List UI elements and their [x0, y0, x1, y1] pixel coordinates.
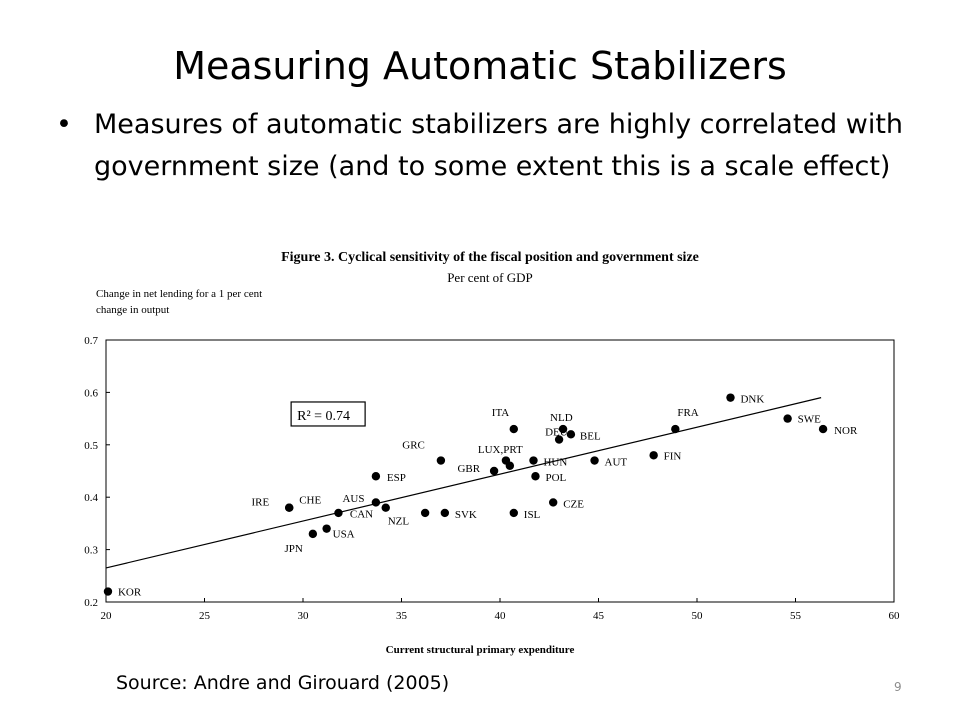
- point-label: ISL: [524, 509, 541, 521]
- data-point: [381, 503, 390, 512]
- point-label: POL: [545, 472, 566, 484]
- point-label: AUS: [342, 493, 364, 505]
- point-label: LUX,PRT: [478, 444, 523, 456]
- data-point: [566, 430, 576, 439]
- data-point: [436, 456, 446, 465]
- r-squared-annotation: R² = 0.74: [297, 409, 350, 424]
- x-tick-label: 50: [692, 610, 704, 622]
- point-label: GRC: [402, 440, 425, 452]
- plot-frame: [105, 339, 895, 603]
- data-point: [554, 435, 564, 444]
- source-note: Source: Andre and Girouard (2005): [116, 672, 450, 694]
- y-tick-label: 0.4: [84, 492, 98, 504]
- x-tick-label: 60: [889, 610, 901, 622]
- point-label: SWE: [798, 414, 822, 426]
- point-label: AUT: [605, 457, 628, 469]
- x-tick-label: 25: [199, 610, 211, 622]
- point-label: SVK: [455, 509, 477, 521]
- page-number: 9: [894, 680, 902, 694]
- data-point: [671, 424, 680, 434]
- point-label: GBR: [457, 463, 480, 475]
- x-axis-label: Current structural primary expenditure: [385, 644, 575, 656]
- data-point: [371, 472, 381, 481]
- point-label: DNK: [740, 394, 764, 406]
- point-label: FRA: [677, 407, 698, 419]
- data-point: [590, 456, 599, 465]
- data-point: [103, 587, 113, 596]
- y-tick-label: 0.6: [84, 387, 98, 399]
- data-point: [285, 503, 294, 512]
- point-label: NOR: [834, 425, 858, 437]
- x-tick-label: 40: [495, 610, 507, 622]
- data-point: [509, 508, 518, 518]
- x-tick-label: 30: [298, 610, 310, 622]
- chart-title: Figure 3. Cyclical sensitivity of the fi…: [281, 250, 699, 265]
- chart-subtitle: Per cent of GDP: [447, 270, 533, 285]
- point-label: NZL: [388, 516, 410, 528]
- data-point: [440, 508, 450, 518]
- scatter-plot: 20 25 30 35 40 45 50 55 60 0.2 0.3 0.4 0.5 0.6 0.7 R² =…: [84, 335, 901, 622]
- data-point: [501, 456, 511, 465]
- data-point: [558, 424, 568, 434]
- data-point: [334, 508, 343, 518]
- data-point: [322, 524, 331, 533]
- point-label: ITA: [492, 407, 510, 419]
- y-tick-label: 0.5: [84, 440, 98, 452]
- point-label: BEL: [580, 430, 601, 442]
- r-squared-box: [290, 401, 366, 427]
- y-tick-label: 0.3: [84, 545, 98, 557]
- y-tick-label: 0.2: [84, 597, 98, 609]
- point-label: IRE: [251, 497, 269, 509]
- y-tick-label: 0.7: [84, 335, 98, 347]
- point-label: FIN: [664, 450, 682, 462]
- x-tick-label: 20: [101, 610, 113, 622]
- point-label: NLD: [550, 412, 573, 424]
- data-point: [308, 529, 318, 539]
- data-point: [818, 424, 828, 434]
- data-point: [529, 456, 538, 465]
- data-point: [548, 498, 558, 507]
- point-label: CZE: [563, 498, 584, 510]
- x-tick-label: 55: [790, 610, 802, 622]
- point-label: HUN: [543, 457, 567, 469]
- data-point: [489, 466, 499, 476]
- data-point: [783, 414, 792, 423]
- data-point: [509, 424, 518, 434]
- bullet-glyph: •: [56, 109, 72, 140]
- point-label: ESP: [387, 472, 406, 484]
- data-point: [726, 393, 735, 402]
- data-point: [531, 472, 540, 481]
- x-tick-label: 35: [396, 610, 408, 622]
- point-label: KOR: [118, 587, 142, 599]
- bullet-text: Measures of automatic stabilizers are hi…: [94, 109, 904, 182]
- data-point: [371, 498, 381, 507]
- point-label: CAN: [350, 508, 373, 520]
- slide-title: Measuring Automatic Stabilizers: [173, 44, 787, 88]
- trend-line: [105, 397, 822, 569]
- x-tick-label: 45: [593, 610, 605, 622]
- point-label: JPN: [285, 543, 303, 555]
- point-label: CHE: [299, 495, 321, 507]
- data-point: [649, 451, 658, 460]
- y-axis-label: Change in net lending for a 1 per cent c…: [96, 288, 263, 316]
- data-point: [420, 508, 430, 518]
- scatter-figure: Figure 3. Cyclical sensitivity of the fi…: [60, 246, 920, 666]
- point-label: USA: [333, 529, 355, 541]
